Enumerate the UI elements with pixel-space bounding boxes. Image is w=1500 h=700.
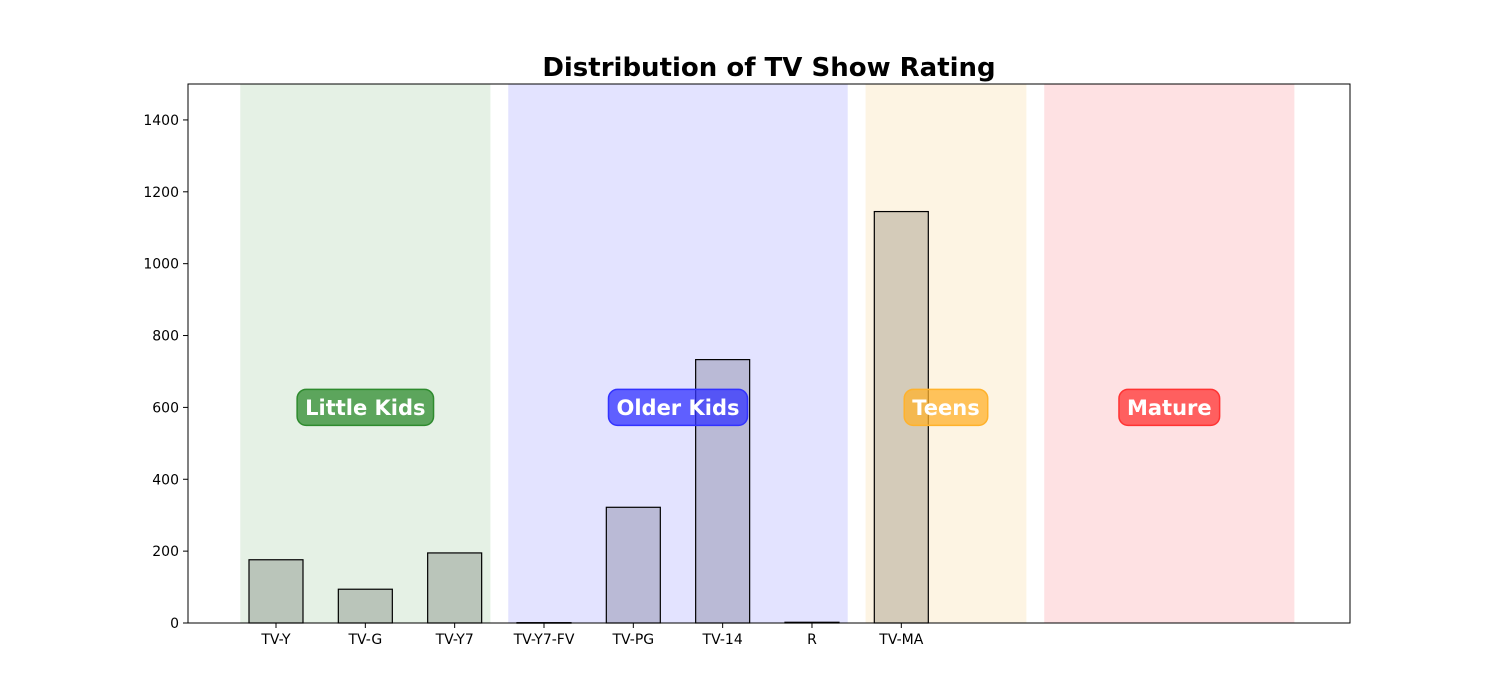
band-mature: [1044, 84, 1295, 623]
group-label-box: [607, 388, 749, 427]
group-label-mature: Mature: [1118, 388, 1221, 427]
group-label-older-kids: Older Kids: [607, 388, 749, 427]
x-axis: TV-Y TV-G TV-Y7 TV-Y7-FV TV-PG TV-14 R TV-MA: [260, 623, 924, 648]
y-tick-label: 1200: [143, 185, 179, 201]
bar-tv-pg: [605, 506, 661, 624]
x-tick-label: R: [807, 632, 817, 648]
group-label-box: [296, 388, 435, 427]
group-label-teens: Teens: [903, 388, 989, 427]
plot-frame: [187, 83, 1351, 624]
group-label-box: [903, 388, 989, 427]
x-tick-label: TV-Y7: [435, 632, 474, 648]
x-tick-label: TV-14: [702, 632, 743, 648]
group-label-text: Mature: [1127, 396, 1212, 420]
y-tick-label: 1400: [143, 113, 179, 129]
x-tick-label: TV-Y: [260, 632, 291, 648]
band-older-kids: [508, 84, 848, 623]
bar-tv-y: [248, 559, 304, 624]
y-tick-label: 800: [152, 329, 179, 345]
y-tick-label: 400: [152, 472, 179, 488]
y-tick-label: 600: [152, 400, 179, 416]
x-tick-label: TV-G: [347, 632, 382, 648]
y-tick-label: 0: [170, 616, 179, 632]
group-label-text: Teens: [912, 396, 979, 420]
y-tick-label: 200: [152, 544, 179, 560]
y-tick-label: 1000: [143, 257, 179, 273]
y-axis: 0 200 400 600 800 1000 1200 1400: [143, 113, 188, 632]
x-tick-label: TV-MA: [878, 632, 923, 648]
group-label-text: Little Kids: [305, 396, 425, 420]
bar-tv-g: [337, 588, 393, 624]
group-label-little-kids: Little Kids: [296, 388, 435, 427]
band-little-kids: [240, 84, 491, 623]
group-label-text: Older Kids: [616, 396, 739, 420]
x-tick-label: TV-Y7-FV: [513, 632, 575, 648]
x-tick-label: TV-PG: [611, 632, 654, 648]
chart-title: Distribution of TV Show Rating: [542, 53, 995, 83]
bar-tv-y7: [427, 552, 483, 624]
group-labels: Little Kids Older Kids Teens Mature: [296, 388, 1221, 427]
group-label-box: [1118, 388, 1221, 427]
group-bands: [240, 84, 1295, 623]
